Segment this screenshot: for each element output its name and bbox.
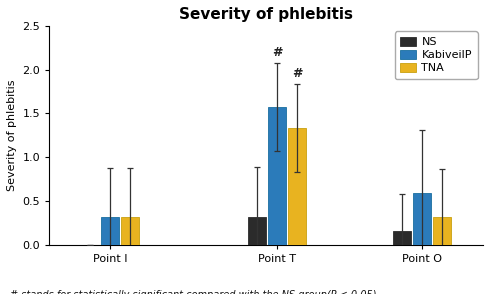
Text: #: # [272,46,283,59]
Title: Severity of phlebitis: Severity of phlebitis [179,7,353,22]
Bar [413,193,431,245]
Text: #: # [292,67,302,80]
Y-axis label: Severity of phlebitis: Severity of phlebitis [7,79,17,191]
Bar [248,216,266,245]
Text: # stands for statistically significant compared with the NS group(P < 0.05): # stands for statistically significant c… [10,290,376,294]
Bar [122,216,140,245]
Bar [288,128,306,245]
Bar [269,107,286,245]
Bar [433,217,451,245]
Bar [393,230,411,245]
Legend: NS, KabiveilP, TNA: NS, KabiveilP, TNA [395,31,477,79]
Bar [101,217,120,245]
